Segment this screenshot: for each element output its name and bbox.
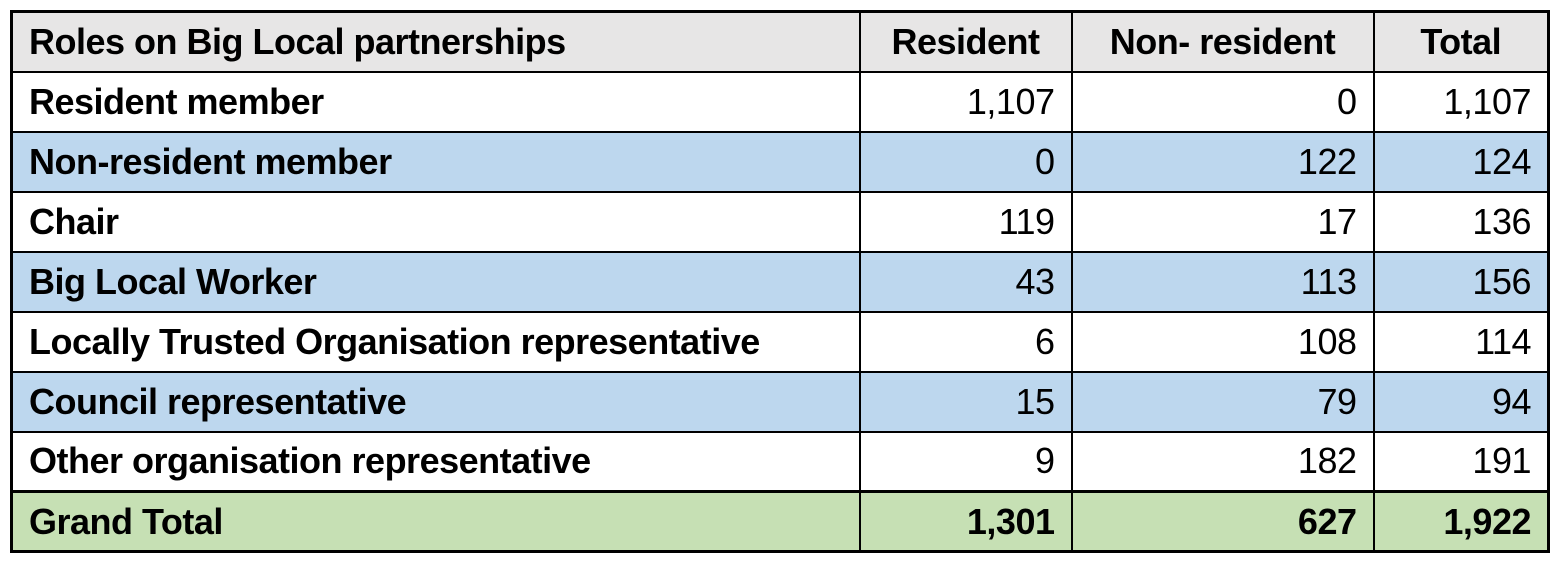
- row-resident-member: Resident member 1,107 0 1,107: [10, 70, 1550, 133]
- role-label: Locally Trusted Organisation representat…: [10, 310, 861, 373]
- row-non-resident-member: Non-resident member 0 122 124: [10, 130, 1550, 193]
- non-resident-count: 627: [1070, 490, 1375, 553]
- resident-count: 6: [858, 310, 1073, 373]
- non-resident-count: 122: [1070, 130, 1375, 193]
- col-header-non-resident: Non- resident: [1070, 10, 1375, 73]
- non-resident-count: 17: [1070, 190, 1375, 253]
- resident-count: 119: [858, 190, 1073, 253]
- row-locally-trusted-organisation-representative: Locally Trusted Organisation representat…: [10, 310, 1550, 373]
- col-header-total: Total: [1372, 10, 1550, 73]
- role-label: Other organisation representative: [10, 430, 861, 493]
- row-big-local-worker: Big Local Worker 43 113 156: [10, 250, 1550, 313]
- resident-count: 1,301: [858, 490, 1073, 553]
- col-header-roles: Roles on Big Local partnerships: [10, 10, 861, 73]
- header-row: Roles on Big Local partnerships Resident…: [10, 10, 1550, 73]
- total-count: 94: [1372, 370, 1550, 433]
- total-count: 136: [1372, 190, 1550, 253]
- role-label: Grand Total: [10, 490, 861, 553]
- non-resident-count: 108: [1070, 310, 1375, 373]
- non-resident-count: 113: [1070, 250, 1375, 313]
- roles-table-container: Roles on Big Local partnerships Resident…: [10, 10, 1550, 553]
- resident-count: 15: [858, 370, 1073, 433]
- role-label: Chair: [10, 190, 861, 253]
- row-other-organisation-representative: Other organisation representative 9 182 …: [10, 430, 1550, 493]
- role-label: Big Local Worker: [10, 250, 861, 313]
- non-resident-count: 79: [1070, 370, 1375, 433]
- total-count: 114: [1372, 310, 1550, 373]
- total-count: 1,922: [1372, 490, 1550, 553]
- total-count: 191: [1372, 430, 1550, 493]
- role-label: Resident member: [10, 70, 861, 133]
- col-header-resident: Resident: [858, 10, 1073, 73]
- row-council-representative: Council representative 15 79 94: [10, 370, 1550, 433]
- roles-table: Roles on Big Local partnerships Resident…: [10, 10, 1550, 553]
- resident-count: 1,107: [858, 70, 1073, 133]
- role-label: Council representative: [10, 370, 861, 433]
- row-chair: Chair 119 17 136: [10, 190, 1550, 253]
- role-label: Non-resident member: [10, 130, 861, 193]
- total-count: 124: [1372, 130, 1550, 193]
- resident-count: 0: [858, 130, 1073, 193]
- resident-count: 43: [858, 250, 1073, 313]
- total-count: 1,107: [1372, 70, 1550, 133]
- non-resident-count: 182: [1070, 430, 1375, 493]
- total-count: 156: [1372, 250, 1550, 313]
- row-grand-total: Grand Total 1,301 627 1,922: [10, 490, 1550, 553]
- resident-count: 9: [858, 430, 1073, 493]
- non-resident-count: 0: [1070, 70, 1375, 133]
